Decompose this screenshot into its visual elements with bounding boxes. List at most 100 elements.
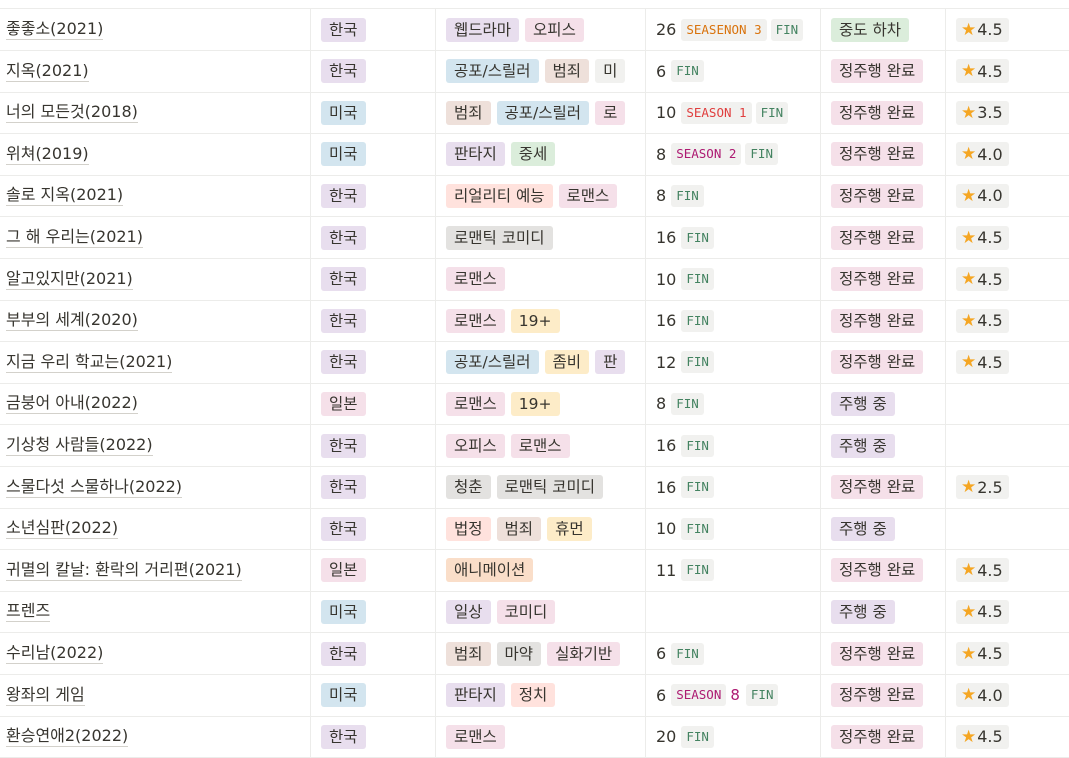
genre-cell[interactable]: 판타지 정치 (436, 674, 646, 716)
episodes-cell[interactable]: 10 FIN (646, 258, 821, 300)
title-cell[interactable]: 환승연애2(2022) (0, 716, 311, 758)
table-row[interactable]: 지옥(2021) 한국 공포/스릴러 범죄 미 6 FIN 정주행 완료 ★ 4.5 (0, 50, 1069, 93)
rating-cell[interactable]: ★ 4.0 (946, 675, 1069, 716)
country-cell[interactable]: 한국 (311, 466, 436, 508)
title-cell[interactable]: 지옥(2021) (0, 50, 311, 92)
country-cell[interactable]: 한국 (311, 9, 436, 50)
episodes-cell[interactable]: 16 FIN (646, 425, 821, 466)
country-cell[interactable]: 한국 (311, 175, 436, 217)
rating-cell[interactable]: ★ 4.5 (946, 591, 1069, 632)
country-cell[interactable]: 일본 (311, 549, 436, 591)
table-row[interactable]: 수리남(2022) 한국 범죄 마약 실화기반 6 FIN 정주행 완료 ★ 4.5 (0, 633, 1069, 675)
genre-cell[interactable]: 리얼리티 예능 로맨스 (436, 175, 646, 217)
country-cell[interactable]: 한국 (311, 716, 436, 758)
genre-cell[interactable]: 범죄 공포/스릴러 로 (436, 92, 646, 134)
episodes-cell[interactable]: 12 FIN (646, 341, 821, 383)
table-row[interactable]: 소년심판(2022) 한국 법정 범죄 휴먼 10 FIN 주행 중 (0, 508, 1069, 551)
genre-cell[interactable]: 판타지 중세 (436, 133, 646, 175)
status-cell[interactable]: 정주행 완료 (821, 133, 946, 175)
title-cell[interactable]: 기상청 사람들(2022) (0, 425, 311, 466)
table-row[interactable]: 위쳐(2019) 미국 판타지 중세 8 SEASON 2 FIN 정주행 완료 ★ 4.0 (0, 133, 1069, 176)
country-cell[interactable]: 한국 (311, 258, 436, 300)
drama-title[interactable]: 그 해 우리는(2021) (6, 227, 143, 248)
rating-cell[interactable] (946, 383, 1069, 424)
country-cell[interactable]: 미국 (311, 133, 436, 175)
rating-cell[interactable]: ★ 4.5 (946, 633, 1069, 674)
rating-cell[interactable]: ★ 4.0 (946, 134, 1069, 175)
rating-cell[interactable]: ★ 4.5 (946, 342, 1069, 383)
country-cell[interactable]: 일본 (311, 383, 436, 425)
episodes-cell[interactable]: 16 FIN (646, 300, 821, 342)
genre-cell[interactable]: 오피스 로맨스 (436, 425, 646, 466)
status-cell[interactable]: 정주행 완료 (821, 217, 946, 258)
episodes-cell[interactable]: 20 FIN (646, 716, 821, 758)
table-row[interactable]: 지금 우리 학교는(2021) 한국 공포/스릴러 좀비 판 12 FIN 정주행 완료 ★ 4.… (0, 341, 1069, 384)
rating-cell[interactable]: ★ 4.5 (946, 550, 1069, 591)
genre-cell[interactable]: 청춘 로맨틱 코미디 (436, 466, 646, 508)
rating-cell[interactable]: ★ 4.5 (946, 217, 1069, 258)
genre-cell[interactable]: 로맨스 19+ (436, 383, 646, 425)
status-cell[interactable]: 정주행 완료 (821, 175, 946, 217)
episodes-cell[interactable]: 16 FIN (646, 466, 821, 508)
drama-title[interactable]: 지옥(2021) (6, 60, 89, 82)
status-cell[interactable]: 주행 중 (821, 591, 946, 633)
episodes-cell[interactable]: 11 FIN (646, 549, 821, 591)
status-cell[interactable]: 정주행 완료 (821, 92, 946, 134)
table-row[interactable]: 귀멸의 칼날: 환락의 거리편(2021) 일본 애니메이션 11 FIN 정주행 완료 ★… (0, 549, 1069, 592)
country-cell[interactable]: 한국 (311, 425, 436, 466)
rating-cell[interactable]: ★ 3.5 (946, 92, 1069, 133)
drama-title[interactable]: 너의 모든것(2018) (6, 102, 138, 124)
drama-title[interactable]: 귀멸의 칼날: 환락의 거리편(2021) (6, 559, 242, 581)
rating-cell[interactable]: ★ 4.5 (946, 9, 1069, 50)
country-cell[interactable]: 한국 (311, 341, 436, 383)
episodes-cell[interactable]: 6 SEASON 8 FIN (646, 674, 821, 716)
episodes-cell[interactable]: 8 FIN (646, 175, 821, 217)
rating-cell[interactable]: ★ 4.0 (946, 175, 1069, 216)
genre-cell[interactable]: 로맨스 (436, 716, 646, 758)
episodes-cell[interactable]: 6 FIN (646, 50, 821, 92)
country-cell[interactable]: 미국 (311, 674, 436, 716)
episodes-cell[interactable]: 8 FIN (646, 383, 821, 425)
rating-cell[interactable]: ★ 4.5 (946, 300, 1069, 341)
table-row[interactable]: 기상청 사람들(2022) 한국 오피스 로맨스 16 FIN 주행 중 (0, 425, 1069, 467)
country-cell[interactable]: 한국 (311, 508, 436, 550)
country-cell[interactable]: 미국 (311, 591, 436, 633)
title-cell[interactable]: 스물다섯 스물하나(2022) (0, 466, 311, 508)
status-cell[interactable]: 정주행 완료 (821, 716, 946, 758)
rating-cell[interactable]: ★ 4.5 (946, 259, 1069, 300)
genre-cell[interactable]: 로맨스 (436, 258, 646, 300)
genre-cell[interactable]: 일상 코미디 (436, 591, 646, 633)
rating-cell[interactable]: ★ 4.5 (946, 51, 1069, 92)
drama-title[interactable]: 금붕어 아내(2022) (6, 393, 138, 415)
title-cell[interactable]: 소년심판(2022) (0, 508, 311, 550)
status-cell[interactable]: 주행 중 (821, 508, 946, 550)
drama-title[interactable]: 좋좋소(2021) (6, 19, 104, 40)
status-cell[interactable]: 정주행 완료 (821, 549, 946, 591)
episodes-cell[interactable]: 10 SEASON 1 FIN (646, 92, 821, 134)
status-cell[interactable]: 주행 중 (821, 383, 946, 425)
drama-title[interactable]: 알고있지만(2021) (6, 268, 133, 290)
title-cell[interactable]: 지금 우리 학교는(2021) (0, 341, 311, 383)
genre-cell[interactable]: 공포/스릴러 좀비 판 (436, 341, 646, 383)
status-cell[interactable]: 정주행 완료 (821, 466, 946, 508)
title-cell[interactable]: 왕좌의 게임 (0, 674, 311, 716)
genre-cell[interactable]: 법정 범죄 휴먼 (436, 508, 646, 550)
drama-title[interactable]: 소년심판(2022) (6, 518, 119, 540)
table-row[interactable]: 너의 모든것(2018) 미국 범죄 공포/스릴러 로 10 SEASON 1 FIN 정주행 … (0, 92, 1069, 135)
genre-cell[interactable]: 로맨스 19+ (436, 300, 646, 342)
table-row[interactable]: 알고있지만(2021) 한국 로맨스 10 FIN 정주행 완료 ★ 4.5 (0, 258, 1069, 301)
title-cell[interactable]: 금붕어 아내(2022) (0, 383, 311, 425)
status-cell[interactable]: 정주행 완료 (821, 258, 946, 300)
table-row[interactable]: 그 해 우리는(2021) 한국 로맨틱 코미디 16 FIN 정주행 완료 ★ 4.5 (0, 217, 1069, 259)
country-cell[interactable]: 한국 (311, 300, 436, 342)
status-cell[interactable]: 정주행 완료 (821, 300, 946, 342)
episodes-cell[interactable] (646, 591, 821, 633)
drama-title[interactable]: 기상청 사람들(2022) (6, 435, 153, 456)
drama-title[interactable]: 스물다섯 스물하나(2022) (6, 476, 183, 498)
table-row[interactable]: 금붕어 아내(2022) 일본 로맨스 19+ 8 FIN 주행 중 (0, 383, 1069, 426)
status-cell[interactable]: 정주행 완료 (821, 50, 946, 92)
country-cell[interactable]: 한국 (311, 50, 436, 92)
genre-cell[interactable]: 애니메이션 (436, 549, 646, 591)
episodes-cell[interactable]: 8 SEASON 2 FIN (646, 133, 821, 175)
drama-title[interactable]: 솔로 지옥(2021) (6, 185, 124, 207)
